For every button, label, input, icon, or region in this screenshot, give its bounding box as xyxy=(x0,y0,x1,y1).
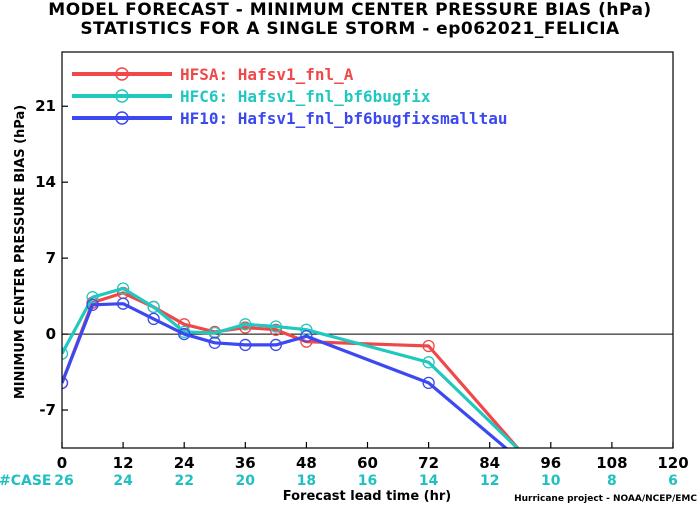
series-point xyxy=(147,312,160,326)
series-point xyxy=(208,336,221,349)
series-point xyxy=(208,326,221,340)
chart-title-line2: STATISTICS FOR A SINGLE STORM - ep062021… xyxy=(80,19,620,39)
case-count: 18 xyxy=(297,473,316,489)
series-line xyxy=(62,302,509,448)
series-point xyxy=(178,327,191,341)
series-point xyxy=(422,339,435,353)
x-tick-label: 72 xyxy=(418,454,439,472)
series-point xyxy=(147,300,160,314)
legend-swatch-marker xyxy=(115,89,129,103)
case-count: 12 xyxy=(480,473,499,489)
series-point xyxy=(86,298,99,311)
legend-entry: HFSA: Hafsv1_fnl_A xyxy=(180,65,354,84)
x-tick-label: 48 xyxy=(296,454,317,472)
x-tick-label: 84 xyxy=(479,454,500,472)
case-count-label: #CASE xyxy=(0,473,52,489)
x-tick-label: 120 xyxy=(657,454,688,472)
series-point xyxy=(269,338,283,352)
series-point xyxy=(239,321,252,334)
x-tick-label: 108 xyxy=(596,454,627,472)
x-tick-label: 12 xyxy=(113,454,134,472)
series-group xyxy=(62,297,509,448)
series-group xyxy=(62,282,520,448)
y-tick-label: -7 xyxy=(39,401,56,419)
case-count: 6 xyxy=(668,473,678,489)
case-count: 20 xyxy=(236,473,256,489)
series-point xyxy=(269,320,283,333)
y-tick-label: 0 xyxy=(46,325,56,343)
legend-entry: HFC6: Hafsv1_fnl_bf6bugfix xyxy=(180,87,431,106)
case-count: 8 xyxy=(607,473,617,489)
x-tick-label: 24 xyxy=(174,454,195,472)
y-tick-label: 14 xyxy=(35,173,56,191)
case-count: 10 xyxy=(541,473,561,489)
series-point xyxy=(62,347,69,360)
chart-title-line1: MODEL FORECAST - MINIMUM CENTER PRESSURE… xyxy=(48,0,652,20)
series-point xyxy=(422,356,435,369)
x-axis-label: Forecast lead time (hr) xyxy=(283,489,451,504)
y-axis-label: MINIMUM CENTER PRESSURE BIAS (hPa) xyxy=(13,105,28,399)
case-count: 14 xyxy=(419,473,439,489)
series-point xyxy=(239,318,252,331)
x-tick-label: 96 xyxy=(540,454,561,472)
series-point xyxy=(62,376,69,390)
series-point xyxy=(239,338,252,352)
y-tick-label: 21 xyxy=(35,97,56,115)
case-count: 24 xyxy=(113,473,133,489)
legend-entry: HF10: Hafsv1_fnl_bf6bugfixsmalltau xyxy=(180,109,508,128)
series-point xyxy=(86,291,99,304)
x-tick-label: 60 xyxy=(357,454,378,472)
series-point xyxy=(116,297,130,310)
y-tick-label: 7 xyxy=(46,249,56,267)
series-point xyxy=(269,323,283,336)
legend-swatch-marker xyxy=(115,67,129,81)
case-count: 16 xyxy=(358,473,377,489)
series-point xyxy=(422,376,435,390)
series-point xyxy=(178,318,191,331)
series-line xyxy=(62,286,520,448)
x-tick-label: 0 xyxy=(57,454,67,472)
legend-swatch-marker xyxy=(115,111,129,125)
credit-text: Hurricane project - NOAA/NCEP/EMC xyxy=(514,494,697,504)
case-count: 22 xyxy=(174,473,193,489)
series-point xyxy=(116,282,130,295)
case-count: 26 xyxy=(54,473,73,489)
x-tick-label: 36 xyxy=(235,454,256,472)
series-point xyxy=(300,330,313,343)
